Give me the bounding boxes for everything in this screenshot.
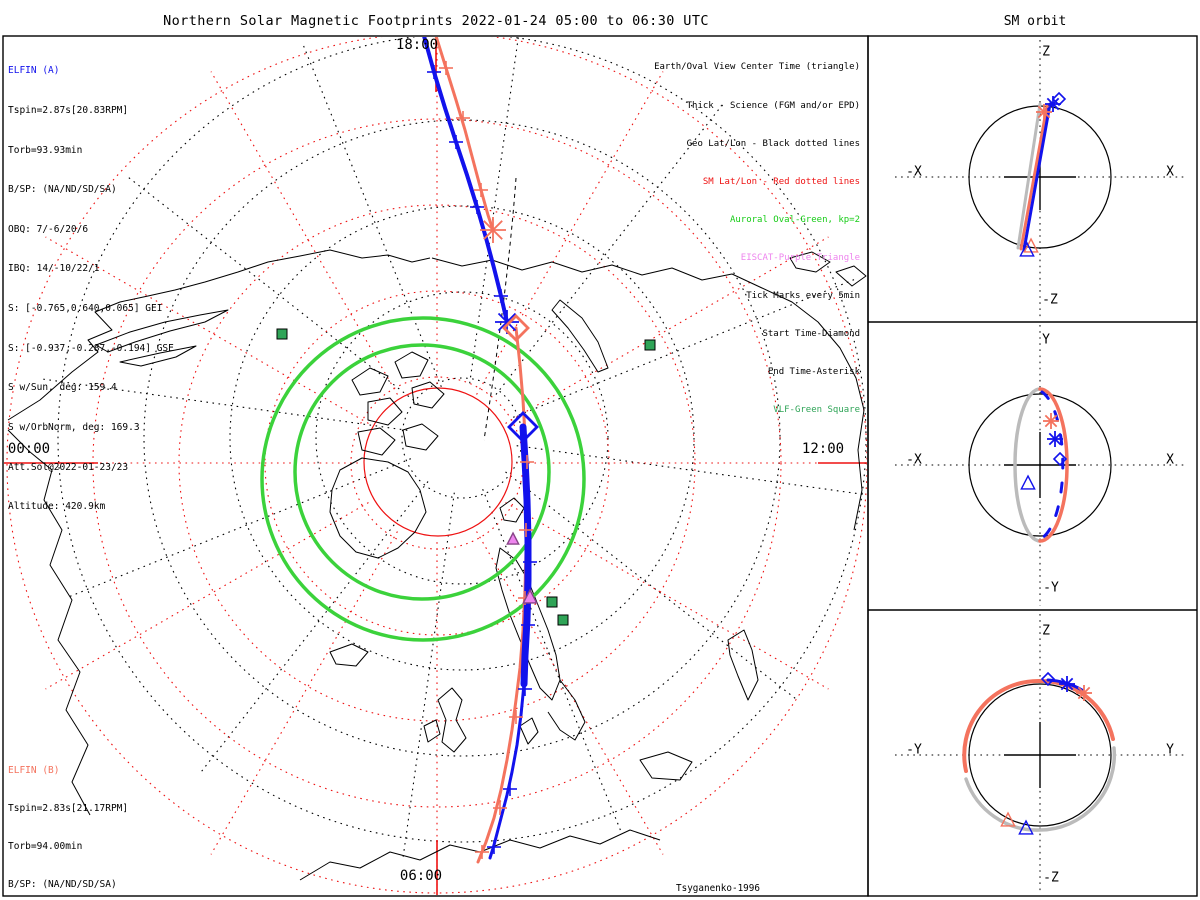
elfin-b-line: B/SP: (NA/ND/SD/SA) [8,878,117,890]
coastline-path [727,629,759,701]
legend-item: EISCAT-Purple Triangle [740,252,860,263]
coastline-path [423,719,441,743]
elfin-a-info-block: ELFIN (A) Tspin=2.87s[20.83RPM] Torb=93.… [8,38,174,527]
panel1-axis-right: X [1166,164,1174,180]
coastline-path [402,423,439,451]
legend-item: Geo Lat/Lon - Black dotted lines [686,138,860,149]
panel2-axis-top: Y [1042,332,1050,348]
coastline-path [411,381,445,409]
model-name: Tsyganenko-1996 [676,883,760,894]
elfin-a-line: S w/OrbNorm, deg: 169.3 [8,421,140,433]
panel3-axis-top: Z [1042,623,1050,639]
coastline-path [499,497,525,523]
coastline-path [367,397,403,426]
credit-block: Tsyganenko-1996 Created: Fri Jan 13 16:4… [676,855,861,900]
elfin-a-header: ELFIN (A) [8,65,60,77]
coastline-path [351,367,389,396]
coastline-path [495,547,561,701]
mlt-label-18: 18:00 [395,37,439,53]
elfin-a-line: Att.Sol@2022-01-23/23 [8,461,129,473]
coastline-path [119,345,197,367]
page-title: Northern Solar Magnetic Footprints 2022-… [163,13,709,29]
elfin-a-line: Torb=93.93min [8,144,83,156]
panel1-axis-top: Z [1042,44,1050,60]
coastline-path [394,351,429,379]
panel2-axis-left: -X [906,452,922,468]
mlt-label-06: 06:00 [399,868,443,884]
legend-item: Tick Marks every 5min [746,291,860,302]
elfin-b-line: Torb=94.00min [8,840,83,852]
coastline-path [7,249,431,421]
map-markers [276,217,656,626]
panel1-axis-left: -X [906,164,922,180]
panel3-axis-left: -Y [906,742,922,758]
legend-item: Auroral Oval-Green, kp=2 [729,214,860,225]
coastline-path [437,687,467,753]
panel1-axis-bottom: -Z [1042,292,1058,308]
coastline-path [357,427,396,456]
legend-item: SM Lat/Lon - Red dotted lines [702,176,860,187]
coastline-path [639,751,693,781]
coastline-path [835,265,867,287]
legend-item: Thick - Science (FGM and/or EPD) [686,100,860,111]
elfin-a-line: Altitude: 420.9km [8,501,106,513]
sm-orbit-title: SM orbit [1003,14,1067,29]
elfin-a-line: S: [-0.765,0.640,0.065] GEI [8,303,163,315]
coastline-path [547,679,586,741]
elfin-a-line: OBQ: 7/-6/20/6 [8,223,89,235]
coastline-path [7,429,91,816]
coastline-path [551,299,609,373]
map-legend: Earth/Oval View Center Time (triangle) T… [530,36,860,430]
panel3-axis-bottom: -Z [1043,870,1059,886]
panel-borders [2,35,1198,897]
legend-item: End Time-Asterisk [767,367,860,378]
elfin-a-line: S w/Sun, deg: 159.4 [8,382,117,394]
legend-item: Start Time-Diamond [762,329,860,340]
elfin-b-info-block: ELFIN (B) Tspin=2.83s[21.17RPM] Torb=94.… [8,740,168,900]
legend-item: VLF-Green Square [773,405,860,416]
ovals-and-tracks [260,37,586,864]
coastline-path [329,457,427,559]
mlt-label-12: 12:00 [801,441,845,457]
coastline-path [95,309,229,353]
sm-orbit-panels [895,40,1185,893]
legend-item: Earth/Oval View Center Time (triangle) [654,62,860,73]
panel3-axis-right: Y [1166,742,1174,758]
panel2-axis-right: X [1166,452,1174,468]
coastline-path [329,643,369,667]
coastline-path [431,257,865,531]
elfin-a-line: B/SP: (NA/ND/SD/SA) [8,184,117,196]
coastline-path [789,251,831,273]
elfin-a-line: Tspin=2.87s[20.83RPM] [8,105,129,117]
elfin-b-header: ELFIN (B) [8,765,60,777]
mlt-label-00: 00:00 [7,441,51,457]
coastline-path [519,717,539,745]
panel2-axis-bottom: -Y [1043,580,1059,596]
elfin-a-line: S: [-0.937,-0.287,-0.194] GSE [8,342,174,354]
coastlines [7,177,867,881]
elfin-a-line: IBQ: 14/-10/22/1 [8,263,100,275]
elfin-b-line: Tspin=2.83s[21.17RPM] [8,802,129,814]
